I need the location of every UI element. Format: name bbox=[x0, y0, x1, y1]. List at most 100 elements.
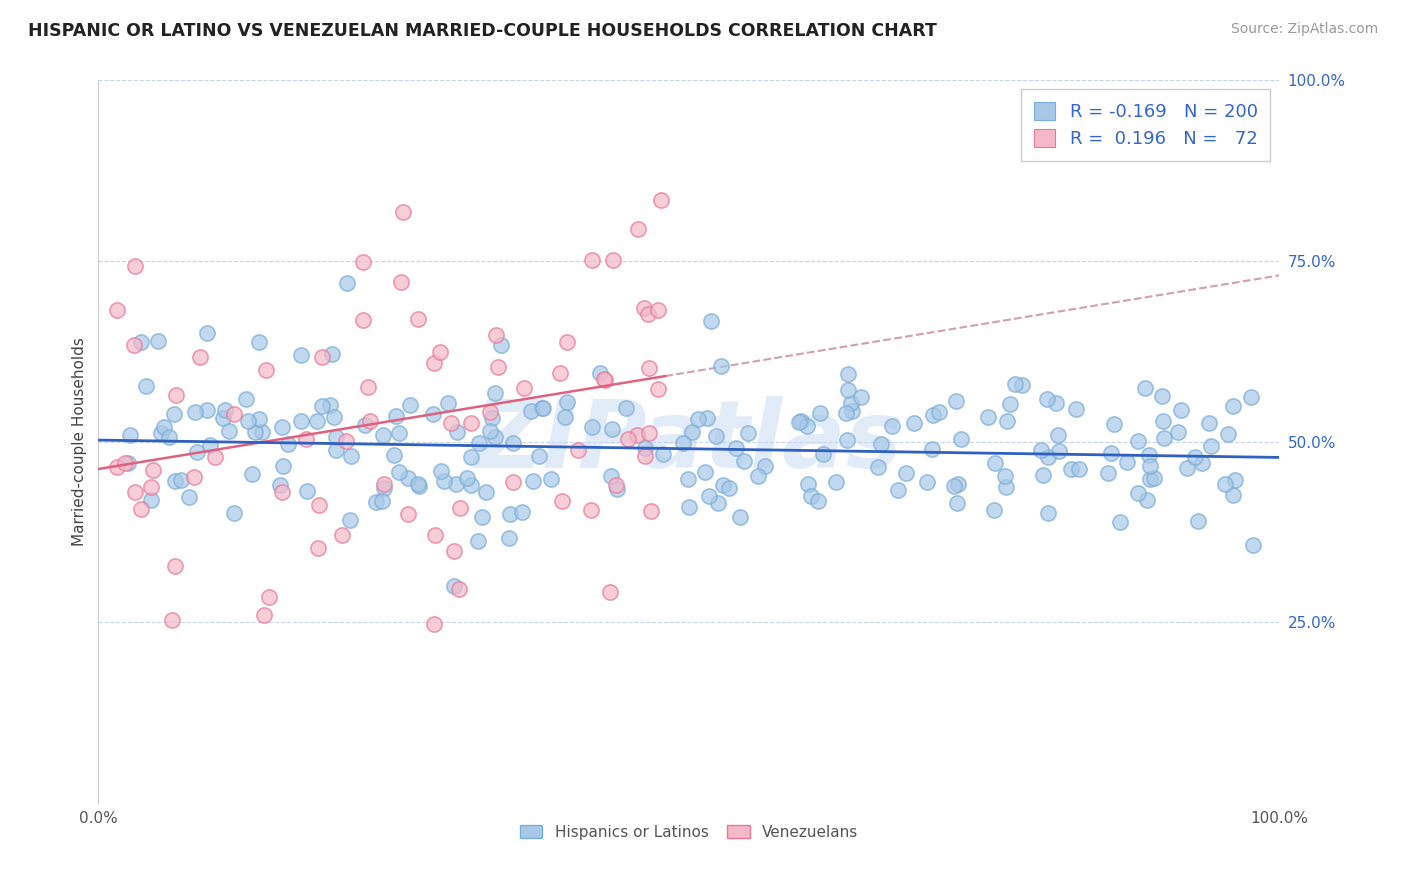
Point bbox=[224, 408, 246, 422]
Point bbox=[356, 380, 378, 394]
Point bbox=[218, 424, 240, 438]
Point bbox=[617, 432, 640, 446]
Point bbox=[737, 425, 759, 440]
Point bbox=[1152, 414, 1174, 428]
Point bbox=[486, 360, 509, 375]
Point bbox=[484, 385, 506, 400]
Point bbox=[325, 442, 347, 457]
Point bbox=[437, 396, 460, 410]
Point bbox=[499, 507, 522, 521]
Point bbox=[157, 429, 180, 443]
Point bbox=[240, 467, 263, 482]
Point bbox=[555, 335, 578, 350]
Point bbox=[253, 608, 276, 623]
Point bbox=[1184, 450, 1206, 464]
Point bbox=[422, 408, 444, 422]
Point bbox=[373, 428, 395, 442]
Point bbox=[1116, 455, 1139, 469]
Point bbox=[295, 484, 318, 499]
Point bbox=[551, 494, 574, 508]
Point bbox=[1136, 492, 1159, 507]
Point bbox=[214, 403, 236, 417]
Point bbox=[1198, 416, 1220, 430]
Point bbox=[429, 344, 451, 359]
Point bbox=[1109, 515, 1132, 529]
Point bbox=[212, 410, 235, 425]
Point bbox=[273, 458, 295, 473]
Point bbox=[1004, 377, 1026, 392]
Point bbox=[479, 405, 502, 419]
Point bbox=[352, 312, 374, 326]
Point bbox=[183, 470, 205, 484]
Point bbox=[633, 441, 655, 455]
Point bbox=[637, 426, 659, 441]
Point bbox=[949, 432, 972, 446]
Point bbox=[382, 448, 405, 462]
Point bbox=[811, 447, 834, 461]
Point bbox=[1142, 471, 1164, 485]
Point bbox=[177, 491, 200, 505]
Point bbox=[921, 442, 943, 457]
Point bbox=[502, 435, 524, 450]
Point bbox=[706, 429, 728, 443]
Point bbox=[460, 417, 482, 431]
Point bbox=[754, 458, 776, 473]
Point bbox=[392, 204, 415, 219]
Point bbox=[277, 437, 299, 451]
Point bbox=[835, 406, 858, 420]
Point bbox=[399, 398, 422, 412]
Point bbox=[928, 405, 950, 419]
Point bbox=[1029, 443, 1052, 458]
Point bbox=[271, 485, 294, 500]
Point bbox=[946, 476, 969, 491]
Point bbox=[880, 419, 903, 434]
Point bbox=[637, 307, 659, 321]
Point bbox=[332, 528, 354, 542]
Point bbox=[1241, 538, 1264, 552]
Point bbox=[519, 404, 541, 418]
Point bbox=[339, 449, 361, 463]
Point bbox=[600, 468, 623, 483]
Y-axis label: Married-couple Households: Married-couple Households bbox=[72, 337, 87, 546]
Point bbox=[1128, 434, 1150, 448]
Point bbox=[711, 477, 734, 491]
Point bbox=[408, 479, 430, 493]
Point bbox=[319, 398, 342, 412]
Point bbox=[693, 465, 716, 479]
Point bbox=[222, 506, 245, 520]
Point bbox=[257, 591, 280, 605]
Point bbox=[142, 463, 165, 477]
Point bbox=[728, 510, 751, 524]
Point bbox=[593, 372, 616, 386]
Point bbox=[1150, 389, 1173, 403]
Point bbox=[647, 303, 669, 318]
Legend: Hispanics or Latinos, Venezuelans: Hispanics or Latinos, Venezuelans bbox=[513, 819, 865, 846]
Point bbox=[1133, 381, 1156, 395]
Point bbox=[808, 405, 831, 419]
Point bbox=[589, 366, 612, 380]
Point bbox=[976, 409, 998, 424]
Point bbox=[717, 481, 740, 495]
Point bbox=[502, 475, 524, 490]
Point bbox=[118, 428, 141, 442]
Text: Source: ZipAtlas.com: Source: ZipAtlas.com bbox=[1230, 22, 1378, 37]
Point bbox=[593, 373, 616, 387]
Point bbox=[1097, 466, 1119, 480]
Point bbox=[1213, 477, 1236, 491]
Point bbox=[530, 401, 553, 415]
Point bbox=[366, 495, 388, 509]
Point bbox=[1175, 461, 1198, 475]
Point bbox=[105, 303, 128, 318]
Point bbox=[449, 501, 471, 516]
Point bbox=[548, 366, 571, 380]
Point bbox=[733, 453, 755, 467]
Point bbox=[150, 425, 173, 440]
Point bbox=[433, 475, 456, 489]
Point bbox=[307, 541, 329, 555]
Point bbox=[385, 409, 408, 423]
Point bbox=[430, 465, 453, 479]
Point bbox=[460, 450, 482, 464]
Point bbox=[129, 335, 152, 350]
Point bbox=[1036, 506, 1059, 520]
Point bbox=[195, 402, 218, 417]
